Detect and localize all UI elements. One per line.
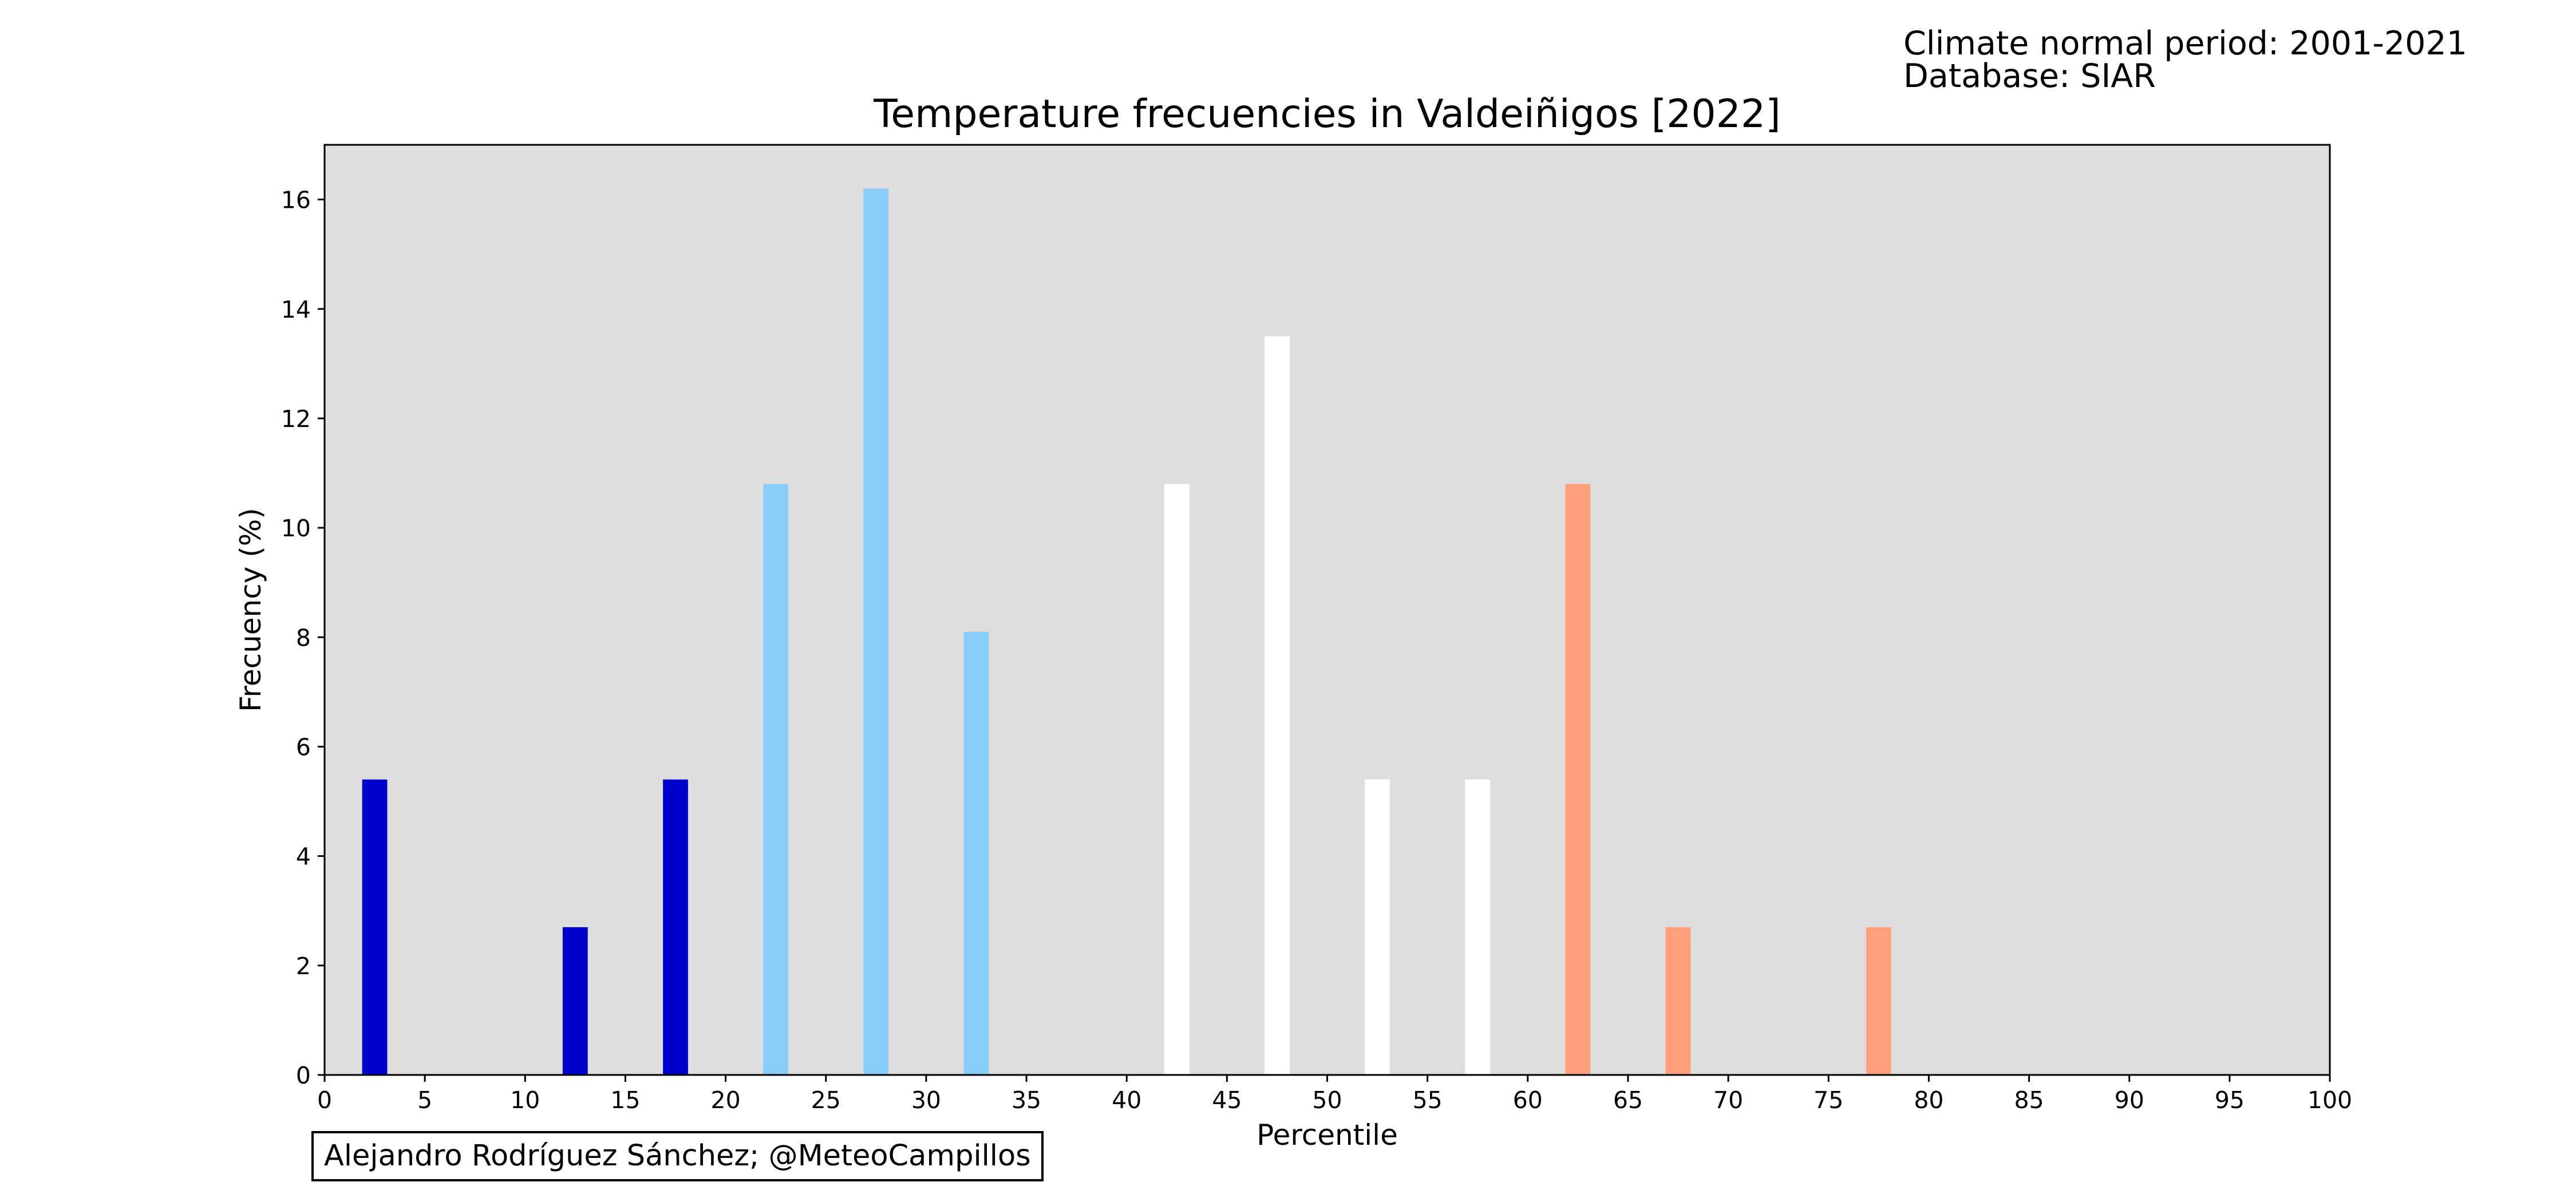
bar [1265,336,1290,1075]
chart-title: Temperature frecuencies in Valdeiñigos [… [873,92,1780,137]
bar [362,779,388,1075]
x-tick-label: 70 [1713,1086,1743,1114]
x-tick-label: 55 [1413,1086,1443,1114]
x-tick-label: 0 [317,1086,332,1114]
x-tick-label: 5 [417,1086,432,1114]
plot-area [325,145,2330,1075]
x-tick-label: 25 [811,1086,841,1114]
x-tick-label: 30 [911,1086,941,1114]
bar [1465,779,1491,1075]
x-tick-label: 100 [2308,1086,2352,1114]
bar [1866,927,1891,1075]
normal-period-note: Climate normal period: 2001-2021 [1903,25,2467,62]
bar [1565,484,1591,1076]
bar [562,927,588,1075]
bar [1665,927,1691,1075]
x-tick-label: 10 [510,1086,540,1114]
y-tick-label: 10 [281,515,311,542]
x-tick-label: 40 [1112,1086,1141,1114]
y-tick-label: 8 [296,624,311,651]
y-tick-label: 4 [296,843,311,871]
x-tick-label: 45 [1212,1086,1242,1114]
bar [663,779,688,1075]
bar [863,188,889,1075]
database-note: Database: SIAR [1903,57,2156,95]
x-tick-label: 95 [2215,1086,2245,1114]
y-axis-label: Frecuency (%) [234,508,267,711]
x-tick-label: 75 [1814,1086,1843,1114]
x-axis-label: Percentile [1257,1118,1398,1152]
y-tick-label: 14 [281,296,311,323]
y-tick-label: 6 [296,733,311,761]
bar [1164,484,1190,1076]
y-tick-label: 16 [281,187,311,214]
x-tick-label: 80 [1914,1086,1943,1114]
author-credit-text: Alejandro Rodríguez Sánchez; @MeteoCampi… [324,1139,1031,1173]
bar [1365,779,1390,1075]
bar [763,484,789,1076]
y-tick-label: 2 [296,952,311,980]
y-tick-label: 12 [281,405,311,433]
bar [963,631,989,1075]
y-tick-label: 0 [296,1062,311,1089]
x-tick-label: 60 [1513,1086,1543,1114]
x-tick-label: 65 [1613,1086,1643,1114]
x-tick-label: 35 [1012,1086,1041,1114]
x-tick-label: 90 [2115,1086,2144,1114]
x-tick-label: 50 [1312,1086,1342,1114]
x-tick-label: 85 [2014,1086,2044,1114]
x-tick-label: 15 [610,1086,640,1114]
author-credit-box: Alejandro Rodríguez Sánchez; @MeteoCampi… [311,1131,1044,1182]
x-tick-label: 20 [711,1086,741,1114]
